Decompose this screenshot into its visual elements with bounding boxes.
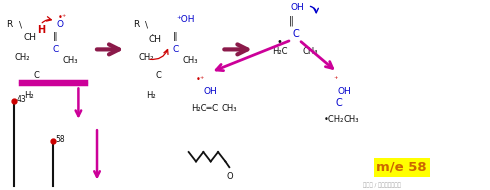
Text: •CH₂: •CH₂ [323, 115, 344, 124]
Text: H₂: H₂ [24, 90, 34, 100]
Text: R: R [133, 20, 140, 29]
Text: CH₃: CH₃ [303, 47, 318, 56]
Text: CH₃: CH₃ [222, 104, 238, 113]
Text: C: C [172, 45, 179, 54]
Text: ‖: ‖ [289, 16, 294, 26]
Text: H₂C: H₂C [272, 47, 288, 56]
Text: ⁺: ⁺ [333, 75, 338, 84]
Text: ⁺OH: ⁺OH [176, 14, 195, 24]
Text: H: H [37, 25, 45, 35]
Text: C: C [212, 104, 218, 113]
Text: C: C [33, 71, 39, 81]
Text: OH: OH [337, 87, 351, 96]
Text: ‖: ‖ [53, 32, 57, 41]
Text: OH: OH [291, 3, 304, 12]
Text: O: O [227, 172, 234, 181]
Text: m/e 58: m/e 58 [376, 161, 427, 174]
Text: •: • [277, 37, 283, 47]
Text: C: C [156, 71, 162, 81]
Text: C: C [336, 98, 343, 108]
Text: OH: OH [203, 87, 217, 96]
Text: CH₃: CH₃ [63, 56, 78, 65]
Text: C: C [292, 29, 299, 39]
Text: CH₂: CH₂ [15, 52, 30, 62]
Text: •⁺: •⁺ [58, 13, 67, 22]
Text: CH₃: CH₃ [182, 56, 198, 65]
Text: ĊH: ĊH [149, 35, 162, 44]
Text: \: \ [19, 20, 22, 29]
Text: CH: CH [24, 33, 37, 43]
Text: H₂C═: H₂C═ [191, 104, 212, 113]
Text: ‖: ‖ [172, 32, 177, 41]
Text: •⁺: •⁺ [196, 75, 205, 84]
Text: 43: 43 [16, 95, 26, 104]
Text: C: C [53, 45, 59, 54]
Text: CH₃: CH₃ [343, 115, 359, 124]
Text: H₂: H₂ [146, 90, 156, 100]
Text: R: R [6, 20, 12, 29]
Text: 58: 58 [55, 135, 65, 144]
Text: 头条号 / 化学习的小小标: 头条号 / 化学习的小小标 [363, 182, 400, 188]
Text: O: O [56, 20, 63, 29]
Text: \: \ [145, 20, 148, 29]
Text: CH₂: CH₂ [138, 52, 154, 62]
